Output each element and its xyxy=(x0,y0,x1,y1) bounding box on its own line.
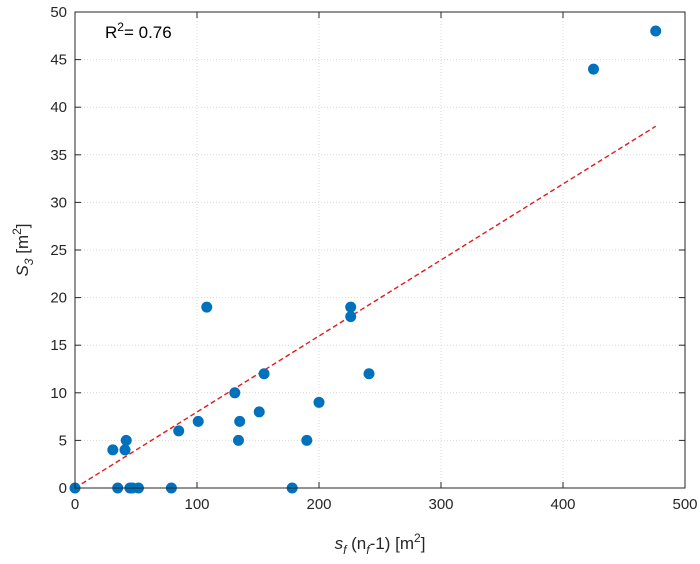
data-point xyxy=(650,25,662,37)
r-squared-annotation: R2= 0.76 xyxy=(105,20,172,42)
y-tick-label: 0 xyxy=(59,480,67,497)
x-axis-label: sf (nf-1) [m2] xyxy=(335,531,426,557)
data-point xyxy=(232,434,244,446)
x-tick-label: 400 xyxy=(550,496,575,513)
data-point xyxy=(119,444,131,456)
data-point xyxy=(313,396,325,408)
data-point xyxy=(345,311,357,323)
data-point xyxy=(192,415,204,427)
data-point xyxy=(173,425,185,437)
data-point xyxy=(107,444,119,456)
data-point xyxy=(258,368,270,380)
data-point xyxy=(345,301,357,313)
y-tick-label: 30 xyxy=(50,194,67,211)
ticks: 0 100 200 300 400 500 0 5 10 15 20 25 30 35 40 45 50 xyxy=(50,4,697,513)
plot-background xyxy=(75,12,685,488)
y-tick-label: 5 xyxy=(59,432,67,449)
data-point xyxy=(201,301,213,313)
y-tick-label: 10 xyxy=(50,385,67,402)
y-tick-label: 45 xyxy=(50,52,67,69)
data-point xyxy=(120,434,132,446)
grid xyxy=(75,12,685,488)
y-axis-label: S3 [m2] xyxy=(10,223,36,276)
y-tick-label: 50 xyxy=(50,4,67,21)
data-point xyxy=(229,387,241,399)
fit-line xyxy=(74,125,657,489)
y-tick-label: 20 xyxy=(50,290,67,307)
data-point xyxy=(363,368,375,380)
y-tick-label: 40 xyxy=(50,99,67,116)
y-tick-label: 35 xyxy=(50,147,67,164)
data-point xyxy=(253,406,265,418)
data-point xyxy=(588,63,599,75)
x-tick-label: 200 xyxy=(306,496,331,513)
x-tick-label: 300 xyxy=(428,496,453,513)
x-tick-label: 500 xyxy=(672,496,697,513)
x-tick-label: 0 xyxy=(71,496,79,513)
y-tick-label: 25 xyxy=(50,242,67,259)
x-tick-label: 100 xyxy=(184,496,209,513)
fit-line-group xyxy=(74,125,657,489)
data-point xyxy=(234,415,246,427)
data-point xyxy=(301,434,313,446)
y-tick-label: 15 xyxy=(50,337,67,354)
